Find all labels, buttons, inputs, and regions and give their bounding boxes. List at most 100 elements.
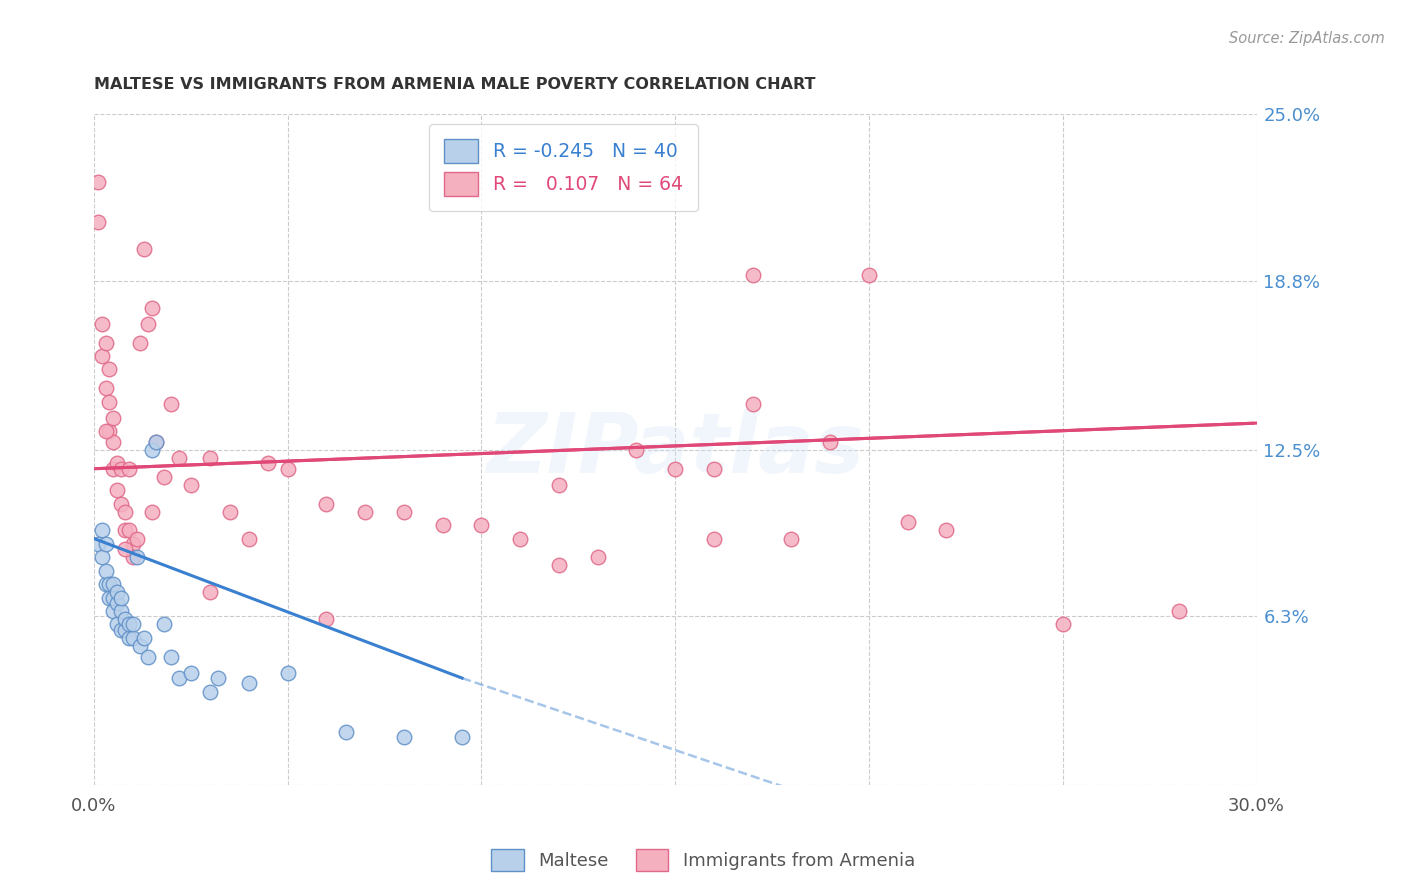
Point — [118, 617, 141, 632]
Point — [152, 470, 174, 484]
Point — [238, 532, 260, 546]
Point — [180, 665, 202, 680]
Point — [103, 604, 125, 618]
Point — [152, 617, 174, 632]
Point — [118, 631, 141, 645]
Point — [87, 215, 110, 229]
Point — [238, 676, 260, 690]
Point — [114, 542, 136, 557]
Point — [664, 461, 686, 475]
Point — [110, 591, 132, 605]
Point — [548, 558, 571, 573]
Point — [136, 317, 159, 331]
Point — [121, 617, 143, 632]
Point — [110, 461, 132, 475]
Point — [98, 394, 121, 409]
Point — [277, 461, 299, 475]
Point — [87, 537, 110, 551]
Point — [125, 532, 148, 546]
Point — [1168, 604, 1191, 618]
Point — [94, 577, 117, 591]
Point — [145, 434, 167, 449]
Point — [103, 410, 125, 425]
Point — [703, 461, 725, 475]
Point — [134, 631, 156, 645]
Point — [87, 175, 110, 189]
Point — [145, 434, 167, 449]
Point — [703, 532, 725, 546]
Point — [105, 596, 128, 610]
Point — [141, 442, 163, 457]
Point — [167, 671, 190, 685]
Point — [509, 532, 531, 546]
Point — [94, 424, 117, 438]
Point — [548, 478, 571, 492]
Point — [335, 724, 357, 739]
Point — [103, 577, 125, 591]
Point — [90, 524, 112, 538]
Point — [94, 564, 117, 578]
Point — [198, 450, 221, 465]
Point — [141, 505, 163, 519]
Point — [160, 397, 183, 411]
Point — [114, 524, 136, 538]
Point — [470, 518, 492, 533]
Text: ZIPatlas: ZIPatlas — [486, 409, 865, 491]
Point — [129, 639, 152, 653]
Point — [218, 505, 240, 519]
Point — [90, 349, 112, 363]
Point — [110, 623, 132, 637]
Point — [110, 497, 132, 511]
Point — [257, 456, 280, 470]
Point — [125, 550, 148, 565]
Point — [98, 424, 121, 438]
Point — [432, 518, 454, 533]
Point — [114, 623, 136, 637]
Legend: Maltese, Immigrants from Armenia: Maltese, Immigrants from Armenia — [484, 842, 922, 879]
Text: Source: ZipAtlas.com: Source: ZipAtlas.com — [1229, 31, 1385, 46]
Point — [741, 268, 763, 283]
Point — [94, 537, 117, 551]
Point — [118, 461, 141, 475]
Point — [586, 550, 609, 565]
Point — [134, 242, 156, 256]
Point — [935, 524, 957, 538]
Point — [858, 268, 880, 283]
Point — [98, 362, 121, 376]
Point — [114, 505, 136, 519]
Point — [121, 631, 143, 645]
Point — [118, 524, 141, 538]
Point — [198, 585, 221, 599]
Point — [354, 505, 377, 519]
Point — [897, 516, 920, 530]
Point — [103, 591, 125, 605]
Point — [1052, 617, 1074, 632]
Point — [98, 591, 121, 605]
Text: MALTESE VS IMMIGRANTS FROM ARMENIA MALE POVERTY CORRELATION CHART: MALTESE VS IMMIGRANTS FROM ARMENIA MALE … — [94, 78, 815, 93]
Point — [103, 434, 125, 449]
Point — [105, 483, 128, 498]
Point — [741, 397, 763, 411]
Point — [136, 649, 159, 664]
Point — [315, 497, 337, 511]
Point — [207, 671, 229, 685]
Point — [90, 317, 112, 331]
Point — [180, 478, 202, 492]
Point — [141, 301, 163, 315]
Point — [90, 550, 112, 565]
Point — [780, 532, 803, 546]
Point — [94, 335, 117, 350]
Point — [129, 335, 152, 350]
Point — [277, 665, 299, 680]
Point — [392, 730, 415, 744]
Point — [198, 684, 221, 698]
Point — [392, 505, 415, 519]
Point — [167, 450, 190, 465]
Point — [105, 617, 128, 632]
Point — [94, 381, 117, 395]
Point — [160, 649, 183, 664]
Point — [105, 585, 128, 599]
Y-axis label: Male Poverty: Male Poverty — [0, 396, 8, 504]
Point — [121, 537, 143, 551]
Point — [105, 456, 128, 470]
